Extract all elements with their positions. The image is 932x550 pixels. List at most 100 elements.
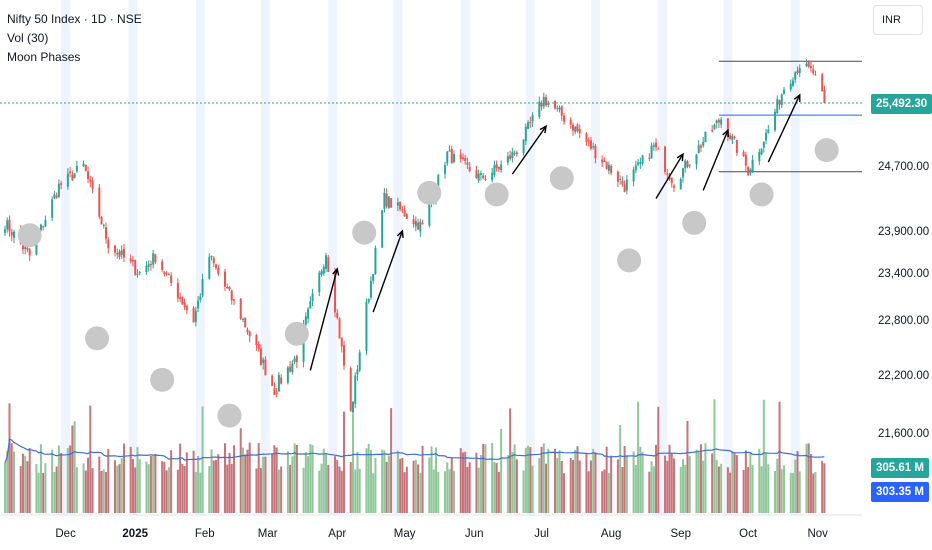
candle-body	[73, 173, 76, 178]
full-moon-marker	[284, 321, 309, 346]
candle-body	[66, 173, 69, 187]
candle-body	[821, 74, 824, 92]
volume-bar	[87, 457, 90, 513]
volume-bar	[444, 471, 447, 513]
candle-body	[107, 239, 110, 249]
volume-bar	[742, 469, 745, 513]
volume-bar	[246, 449, 249, 513]
volume-bar	[556, 457, 559, 513]
candle-body	[605, 161, 608, 169]
volume-bar	[428, 457, 431, 513]
trend-arrow-line	[702, 129, 729, 191]
candle-body	[760, 148, 763, 155]
candle-body	[419, 221, 422, 232]
symbol-title[interactable]: Nifty 50 Index · 1D · NSE	[7, 12, 142, 26]
candle-body	[12, 231, 15, 238]
candle-body	[280, 377, 283, 384]
volume-bar	[170, 450, 173, 513]
volume-bar	[55, 466, 58, 513]
candle-body	[383, 193, 386, 209]
candle-body	[82, 163, 85, 167]
candle-body	[336, 312, 339, 318]
volume-bar	[515, 459, 518, 513]
candle-body	[248, 331, 251, 337]
candle-body	[399, 201, 402, 210]
volume-indicator-label[interactable]: Vol (30)	[7, 31, 49, 45]
candle-body	[8, 219, 11, 232]
volume-bar	[44, 463, 47, 513]
volume-bar	[181, 463, 184, 513]
candle-body	[325, 255, 328, 269]
volume-bar	[387, 455, 390, 513]
candle-body	[623, 184, 626, 192]
candle-body	[468, 166, 471, 172]
candle-body	[255, 335, 258, 346]
volume-bar	[381, 449, 384, 513]
candle-body	[711, 130, 714, 132]
volume-bar	[291, 456, 294, 513]
volume-bar	[720, 463, 723, 513]
candle-body	[39, 224, 42, 231]
candle-body	[28, 249, 31, 256]
volume-bar	[280, 466, 283, 513]
candle-body	[666, 173, 669, 175]
candle-body	[625, 179, 628, 191]
candle-body	[354, 375, 357, 404]
moon-phases-indicator-label[interactable]: Moon Phases	[7, 50, 81, 64]
volume-bar	[53, 472, 56, 513]
candle-body	[129, 258, 132, 262]
candle-body	[511, 151, 514, 159]
volume-bar	[192, 450, 195, 513]
new-moon-band	[195, 0, 205, 515]
candle-body	[385, 193, 388, 207]
candle-body	[619, 178, 622, 180]
candle-body	[271, 375, 274, 386]
candle-body	[277, 375, 280, 392]
volume-bar	[513, 444, 516, 513]
full-moon-marker	[417, 180, 442, 205]
candle-body	[699, 145, 702, 148]
candle-body	[4, 229, 6, 233]
volume-bar	[805, 443, 808, 513]
candle-body	[684, 160, 687, 169]
volume-bar	[578, 460, 581, 513]
volume-bar	[789, 472, 792, 513]
volume-bar	[340, 470, 343, 513]
volume-bar	[338, 466, 341, 513]
candle-body	[289, 366, 292, 372]
volume-bar	[149, 455, 152, 513]
volume-bar	[383, 450, 386, 513]
volume-bar	[711, 453, 714, 513]
volume-bar	[322, 448, 325, 513]
candle-body	[713, 124, 716, 130]
volume-bar	[399, 458, 402, 513]
candle-body	[673, 185, 676, 188]
candle-body	[365, 302, 368, 351]
volume-histogram	[4, 399, 826, 513]
full-moon-marker	[150, 367, 175, 392]
volume-bar	[814, 472, 817, 513]
volume-value-tag: 305.61 M	[871, 458, 929, 478]
trend-arrow-head	[332, 267, 340, 276]
candle-body	[91, 180, 94, 189]
volume-bar	[419, 472, 422, 513]
candle-body	[6, 220, 9, 230]
currency-button[interactable]: INR	[873, 5, 923, 35]
candle-body	[367, 298, 370, 302]
volume-bar	[666, 460, 669, 513]
trend-arrow-line	[309, 268, 338, 371]
volume-bar	[385, 461, 388, 513]
volume-bar	[744, 450, 747, 513]
volume-bar	[616, 459, 619, 513]
candle-body	[444, 165, 447, 174]
volume-bar	[735, 455, 738, 513]
y-tick-label: 22,200.00	[878, 370, 929, 382]
volume-bar	[783, 465, 786, 513]
volume-bar	[466, 467, 469, 513]
volume-bar	[821, 460, 824, 513]
new-moon-band	[61, 0, 71, 515]
candle-body	[477, 173, 480, 181]
candle-body	[217, 267, 220, 274]
volume-bar	[239, 428, 242, 513]
